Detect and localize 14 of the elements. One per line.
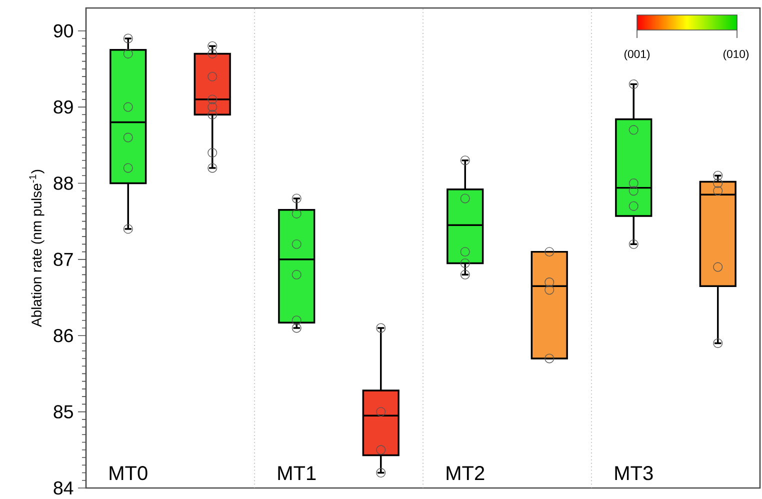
x-tick-label: MT0 — [110, 466, 148, 480]
y-tick-label: 84 — [54, 481, 74, 495]
y-tick-label: 89 — [54, 100, 73, 114]
y-tick-label: 86 — [54, 328, 73, 342]
x-tick-label: MT3 — [615, 466, 653, 480]
x-tick-label: MT2 — [446, 466, 484, 480]
x-tick-label: MT1 — [278, 466, 316, 480]
annotation: (010) — [723, 50, 749, 60]
y-tick-label: 90 — [54, 24, 74, 38]
annotation: (001) — [624, 50, 650, 60]
y-tick-label: 85 — [54, 405, 73, 418]
y-axis-title: Ablation rate (nm pulse$^{-1}$) — [29, 170, 44, 327]
y-tick-label: 87 — [54, 252, 73, 266]
y-tick-label: 88 — [54, 176, 73, 190]
